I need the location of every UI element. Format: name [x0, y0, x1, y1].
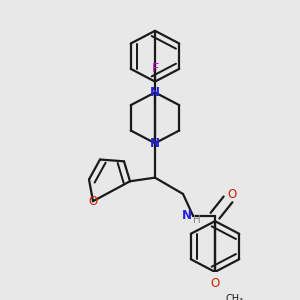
Text: N: N [150, 137, 160, 150]
Text: H: H [193, 215, 201, 225]
Text: F: F [152, 62, 159, 75]
Text: N: N [150, 86, 160, 99]
Text: O: O [227, 188, 237, 201]
Text: O: O [210, 277, 220, 290]
Text: CH₃: CH₃ [226, 294, 244, 300]
Text: O: O [88, 195, 98, 208]
Text: N: N [182, 209, 192, 222]
